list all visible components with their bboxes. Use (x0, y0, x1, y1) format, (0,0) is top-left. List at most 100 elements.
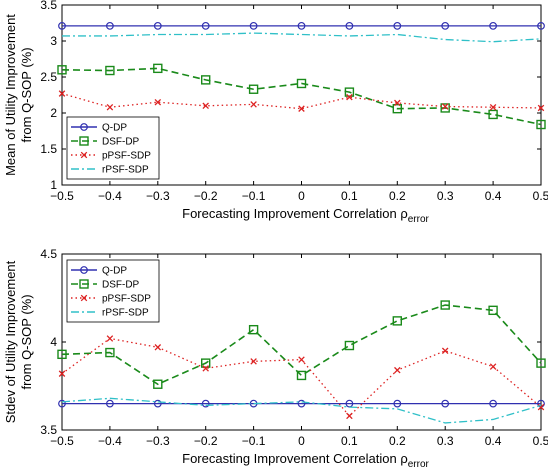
data-point-DSF-DP (248, 324, 259, 335)
legend: Q-DP DSF-DP pPSF-SDP rPSF-SDP (66, 259, 160, 323)
data-point-pPSF-SDP (154, 98, 162, 106)
data-point-pPSF-SDP (441, 103, 449, 110)
data-point-Q-DP (153, 399, 162, 408)
data-point-DSF-DP (200, 358, 211, 368)
x-tick-label: −0.3 (146, 434, 170, 448)
data-point-Q-DP (153, 21, 162, 30)
y-axis-label-line1: Stdev of Utility Improvement (3, 260, 18, 423)
data-point-pPSF-SDP (250, 358, 257, 365)
x-tick-label: −0.4 (98, 189, 122, 203)
legend-label: pPSF-SDP (102, 294, 151, 305)
legend-marker (80, 294, 88, 302)
legend-marker (80, 151, 88, 159)
data-point-DSF-DP (536, 119, 546, 130)
series-line-DSF-DP (61, 67, 542, 126)
data-point-Q-DP (489, 399, 498, 408)
data-point-pPSF-SDP (298, 356, 305, 363)
series-rPSF-SDP (61, 397, 542, 424)
legend: Q-DP DSF-DP pPSF-SDP rPSF-SDP (66, 116, 160, 180)
x-tick-label: 0.5 (533, 189, 548, 203)
data-point-DSF-DP (296, 78, 307, 89)
x-tick-label: 0 (298, 189, 305, 203)
x-tick-label: −0.2 (194, 434, 218, 448)
x-axis-label: Forecasting Improvement Correlation ρerr… (182, 206, 429, 225)
data-point-DSF-DP (153, 63, 163, 74)
data-point-DSF-DP (440, 300, 450, 310)
series-line-pPSF-SDP (61, 92, 542, 110)
x-tick-label: 0.3 (437, 189, 454, 203)
data-point-Q-DP (58, 21, 66, 30)
y-tick-label: 4 (50, 335, 57, 349)
data-point-DSF-DP (344, 340, 355, 351)
x-axis-label-text: Forecasting Improvement Correlation (182, 451, 400, 466)
data-point-DSF-DP (105, 347, 115, 358)
data-point-pPSF-SDP (154, 344, 162, 351)
y-tick-label: 1.5 (40, 142, 57, 156)
y-tick-label: 3.5 (40, 0, 57, 12)
data-point-pPSF-SDP (394, 366, 401, 374)
data-point-pPSF-SDP (537, 104, 545, 112)
legend-label: Q-DP (102, 123, 127, 134)
data-point-pPSF-SDP (58, 370, 66, 377)
series-Q-DP (58, 21, 545, 30)
x-tick-label: 0.2 (389, 189, 406, 203)
x-tick-label: 0.5 (533, 434, 548, 448)
data-point-DSF-DP (488, 305, 498, 316)
x-tick-label: −0.1 (242, 434, 266, 448)
x-tick-label: 0.2 (389, 434, 406, 448)
data-point-pPSF-SDP (250, 101, 257, 108)
data-point-pPSF-SDP (346, 93, 353, 101)
data-point-DSF-DP (440, 103, 450, 113)
series-DSF-DP (57, 300, 546, 389)
legend-marker (79, 136, 89, 146)
data-point-Q-DP (393, 21, 402, 30)
x-tick-label: −0.3 (146, 189, 170, 203)
data-point-pPSF-SDP (106, 335, 114, 342)
x-tick-label: −0.4 (98, 434, 122, 448)
x-axis-label-symbol: ρ (400, 206, 407, 221)
x-tick-label: 0.1 (341, 434, 358, 448)
data-point-DSF-DP (488, 109, 498, 120)
x-tick-label: 0.3 (437, 434, 454, 448)
data-point-Q-DP (489, 21, 498, 30)
legend-label: Q-DP (102, 266, 127, 277)
y-axis-label-line2: from Q-SOP (%) (19, 294, 34, 389)
legend-marker (80, 123, 88, 131)
data-point-DSF-DP (200, 75, 211, 85)
data-point-pPSF-SDP (346, 412, 353, 420)
y-tick-label: 3 (50, 34, 57, 48)
x-axis-label-symbol: ρ (400, 451, 407, 466)
data-point-pPSF-SDP (58, 90, 66, 97)
data-point-pPSF-SDP (489, 363, 497, 370)
data-point-Q-DP (537, 21, 545, 30)
data-point-DSF-DP (392, 316, 402, 326)
series-DSF-DP (57, 63, 546, 130)
x-axis-label-subscript: error (408, 459, 430, 468)
data-point-DSF-DP (296, 370, 307, 381)
y-tick-label: 2 (50, 106, 57, 120)
legend-label: pPSF-SDP (102, 151, 151, 162)
data-point-Q-DP (249, 21, 258, 30)
chart-1: −0.5 −0.4 −0.3 −0.2 −0.1 0 0.1 0.2 0.3 0.4 0.5 1 1.5… (3, 0, 548, 225)
data-point-DSF-DP (105, 65, 115, 76)
data-point-Q-DP (105, 21, 114, 30)
data-point-pPSF-SDP (489, 103, 497, 111)
legend-marker (80, 266, 88, 274)
data-point-DSF-DP (57, 349, 67, 360)
x-tick-label: 0.4 (485, 434, 502, 448)
legend-label: rPSF-SDP (102, 165, 149, 176)
x-axis-label-text: Forecasting Improvement Correlation (182, 206, 400, 221)
data-point-Q-DP (441, 21, 450, 30)
x-axis-label-subscript: error (408, 214, 430, 225)
y-axis-label-line1: Mean of Utility Improvement (3, 14, 18, 176)
series-pPSF-SDP (58, 90, 545, 112)
x-axis-label: Forecasting Improvement Correlation ρerr… (182, 451, 429, 468)
data-point-Q-DP (345, 21, 354, 30)
data-point-pPSF-SDP (202, 365, 209, 372)
x-tick-label: −0.5 (50, 434, 74, 448)
data-point-Q-DP (441, 399, 450, 408)
data-point-Q-DP (297, 399, 306, 408)
y-tick-label: 2.5 (40, 70, 57, 84)
data-point-DSF-DP (536, 358, 546, 368)
